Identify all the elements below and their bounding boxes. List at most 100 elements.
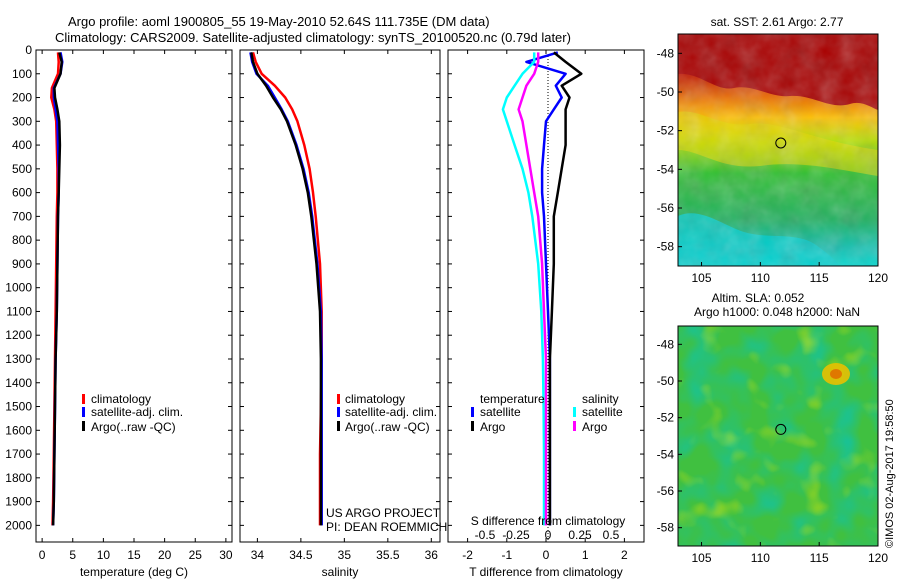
- difference-legend: temperature satellite Argo salinity sate…: [471, 392, 623, 434]
- figure-subtitle: Climatology: CARS2009. Satellite-adjuste…: [55, 30, 571, 45]
- temperature-xlabel: temperature (deg C): [80, 565, 188, 579]
- sla-map-frame: [677, 325, 879, 547]
- legend-title-salinity: salinity: [582, 392, 619, 406]
- map-x-tick-label: 120: [868, 271, 888, 285]
- sla-map-ticks: 105 110 115 120 -48 -50 -52 -54 -56 -58: [657, 337, 889, 565]
- map-y-tick-label: -58: [657, 521, 675, 535]
- legend-swatch-temperature-satellite: [471, 407, 474, 417]
- legend-label-climatology: climatology: [345, 392, 405, 406]
- series-line-temperature-argo: [548, 51, 583, 526]
- legend-label-argo: Argo(..raw -QC): [345, 420, 430, 434]
- x-tick-label: 36: [425, 548, 439, 562]
- map-y-tick-label: -50: [657, 85, 675, 99]
- sst-texture: [678, 34, 878, 266]
- salinity-ticks: 34 34.5 35 35.5 36: [251, 50, 439, 562]
- salinity-axes-box: [239, 49, 441, 543]
- float-position-marker: [775, 423, 787, 435]
- difference-lines: [501, 51, 583, 526]
- x-tick-label: 1: [582, 548, 589, 562]
- difference-depth-ticks: [448, 49, 644, 526]
- series-line-argo-raw-qc: [250, 52, 323, 526]
- salinity-lines: [249, 52, 323, 526]
- legend-label-climatology: climatology: [91, 392, 151, 406]
- depth-tick-label: 200: [12, 91, 32, 105]
- map-x-tick-label: 115: [810, 551, 829, 565]
- depth-tick-label: 1300: [5, 352, 32, 366]
- x-tick-label: 34.5: [289, 548, 313, 562]
- project-annotation: US ARGO PROJECT: [326, 506, 441, 520]
- x-tick-label: 35: [338, 548, 352, 562]
- s-tick-label: 0: [545, 528, 552, 542]
- legend-label-temperature-argo: Argo: [480, 420, 506, 434]
- legend-swatch-salinity-argo: [573, 421, 576, 431]
- temperature-panel: 0100200300400500600700800900100011001200…: [5, 43, 233, 579]
- map-x-tick-label: 105: [692, 271, 712, 285]
- legend-swatch-temperature-argo: [471, 421, 474, 431]
- x-tick-label: 2: [621, 548, 628, 562]
- map-y-tick-label: -50: [657, 374, 675, 388]
- legend-swatch-climatology: [82, 394, 85, 404]
- temperature-lines: [50, 52, 64, 526]
- x-tick-label: 20: [158, 548, 172, 562]
- depth-tick-label: 300: [12, 114, 32, 128]
- legend-swatch-climatology: [337, 394, 340, 404]
- s-difference-label: S difference from climatology: [471, 514, 626, 528]
- s-tick-label: -0.25: [502, 528, 530, 542]
- depth-tick-label: 500: [12, 162, 32, 176]
- salinity-xlabel: salinity: [322, 565, 359, 579]
- legend-label-salinity-argo: Argo: [582, 420, 608, 434]
- legend-label-argo: Argo(..raw -QC): [91, 420, 176, 434]
- depth-tick-label: 2000: [5, 518, 32, 532]
- sla-map-subtitle: Argo h1000: 0.048 h2000: NaN: [694, 305, 860, 319]
- sla-map-title: Altim. SLA: 0.052: [712, 291, 805, 305]
- pi-annotation: PI: DEAN ROEMMICH: [326, 520, 447, 534]
- map-x-tick-label: 105: [692, 551, 712, 565]
- sst-map-panel: sat. SST: 2.61 Argo: 2.77 105 110 115 120 -4…: [657, 15, 889, 285]
- legend-label-temperature-satellite: satellite: [480, 405, 521, 419]
- salinity-panel: 34 34.5 35 35.5 36 salinity climatology sate…: [239, 49, 447, 579]
- map-y-tick-label: -52: [657, 411, 675, 425]
- map-y-tick-label: -54: [657, 447, 675, 461]
- map-x-tick-label: 110: [751, 551, 770, 565]
- depth-tick-label: 1800: [5, 471, 32, 485]
- x-tick-label: -1: [501, 548, 512, 562]
- legend-label-salinity-satellite: satellite: [582, 405, 623, 419]
- sla-high-eddy-core: [830, 369, 842, 379]
- x-tick-label: 35.5: [376, 548, 400, 562]
- depth-tick-label: 400: [12, 138, 32, 152]
- map-y-tick-label: -58: [657, 240, 675, 254]
- legend-swatch-satellite: [337, 407, 340, 417]
- legend-label-satellite: satellite-adj. clim.: [345, 405, 437, 419]
- depth-tick-label: 1100: [6, 304, 32, 318]
- x-tick-label: 30: [219, 548, 233, 562]
- map-y-tick-label: -56: [657, 201, 675, 215]
- depth-tick-label: 700: [12, 209, 32, 223]
- depth-tick-label: 1700: [5, 447, 32, 461]
- x-tick-label: 10: [97, 548, 111, 562]
- depth-tick-label: 1500: [5, 400, 32, 414]
- x-tick-label: 25: [189, 548, 203, 562]
- map-x-tick-label: 110: [751, 271, 770, 285]
- sst-map-ticks: 105 110 115 120 -48 -50 -52 -54 -56 -58: [657, 46, 889, 285]
- depth-ticks: 0 100 200 300 400 500 600 700 800 900 1000 1100 1200…: [5, 43, 232, 532]
- sst-map-title: sat. SST: 2.61 Argo: 2.77: [711, 15, 844, 29]
- difference-xlabel: T difference from climatology: [469, 565, 623, 579]
- temperature-legend: climatology satellite-adj. clim. Argo(..…: [82, 392, 183, 434]
- depth-tick-label: 800: [12, 233, 32, 247]
- depth-tick-label: 900: [12, 257, 32, 271]
- map-y-tick-label: -56: [657, 484, 675, 498]
- x-tick-label: 34: [251, 548, 265, 562]
- x-tick-label: 5: [69, 548, 76, 562]
- imos-credit: ©IMOS 02-Aug-2017 19:58:50: [884, 399, 896, 548]
- depth-tick-label: 100: [12, 67, 32, 81]
- map-y-tick-label: -54: [657, 162, 675, 176]
- map-y-tick-label: -48: [657, 46, 675, 60]
- series-line-salinity-argo: [517, 52, 548, 526]
- salinity-depth-ticks: [240, 49, 440, 526]
- salinity-legend: climatology satellite-adj. clim. Argo(..…: [337, 392, 437, 434]
- x-tick-label: -2: [462, 548, 473, 562]
- legend-swatch-argo: [337, 421, 340, 431]
- s-difference-ticks: -0.5 -0.25 0 0.25 0.5: [475, 528, 620, 542]
- depth-tick-label: 600: [12, 186, 32, 200]
